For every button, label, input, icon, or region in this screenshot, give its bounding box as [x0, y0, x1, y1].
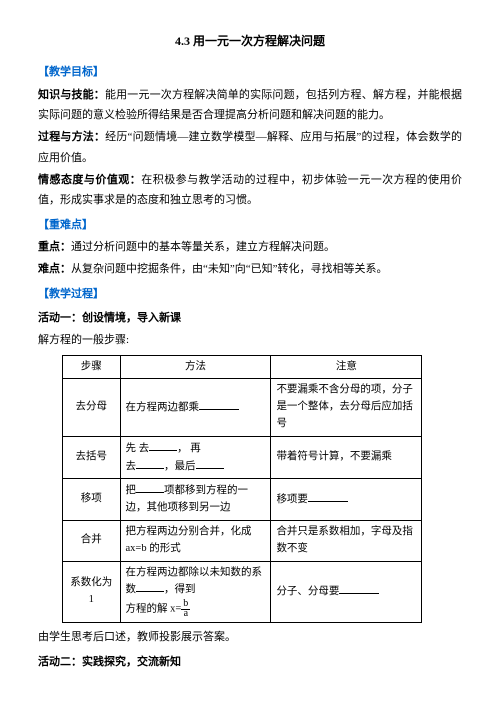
- blank: [196, 458, 224, 469]
- blank: [149, 440, 177, 451]
- header-step: 步骤: [63, 355, 121, 379]
- method-cell: 把项都移到方程的一边，其他项移到另一边: [120, 479, 271, 521]
- table-row: 系数化为 1 在方程两边都除以未知数的系数，得到 方程的解 x=ba 分子、分母…: [63, 561, 422, 623]
- key-label: 重点：: [38, 241, 71, 253]
- activity1-title: 活动一：创设情境，导入新课: [38, 308, 462, 328]
- diff-text: 从复杂问题中挖掘条件，由“未知”向“已知”转化，寻找相等关系。: [71, 263, 388, 275]
- key-para: 重点：通过分析问题中的基本等量关系，建立方程解决问题。: [38, 237, 462, 257]
- header-note: 注意: [271, 355, 422, 379]
- note-cell: 带着符号计算，不要漏乘: [271, 436, 422, 479]
- knowledge-label: 知识与技能：: [38, 89, 105, 101]
- table-header-row: 步骤 方法 注意: [63, 355, 422, 379]
- note-cell: 合并只是系数相加，字母及指数不变: [271, 521, 422, 562]
- blank: [308, 491, 348, 502]
- blank: [136, 581, 164, 592]
- attitude-para: 情感态度与价值观：在积极参与教学活动的过程中，初步体验一元一次方程的使用价值，形…: [38, 170, 462, 211]
- objective-label: 【教学目标】: [38, 62, 462, 82]
- method-cell: 在方程两边都乘: [120, 379, 271, 436]
- note-cell: 分子、分母要: [271, 561, 422, 623]
- method-cell: 在方程两边都除以未知数的系数，得到 方程的解 x=ba: [120, 561, 271, 623]
- method-cell: 先 去， 再 去，最后: [120, 436, 271, 479]
- process-section-label: 【教学过程】: [38, 284, 462, 304]
- page-title: 4.3 用一元一次方程解决问题: [38, 30, 462, 52]
- note-cell: 不要漏乘不含分母的项，分子是一个整体，去分母后应加括号: [271, 379, 422, 436]
- step-cell: 合并: [63, 521, 121, 562]
- step-cell: 系数化为 1: [63, 561, 121, 623]
- blank: [136, 482, 164, 493]
- header-method: 方法: [120, 355, 271, 379]
- table-row: 去括号 先 去， 再 去，最后 带着符号计算，不要漏乘: [63, 436, 422, 479]
- step-cell: 去括号: [63, 436, 121, 479]
- knowledge-para: 知识与技能：能用一元一次方程解决简单的实际问题，包括列方程、解方程，并能根据实际…: [38, 85, 462, 126]
- process-para: 过程与方法：经历“问题情境—建立数学模型—解释、应用与拓展”的过程，体会数学的应…: [38, 127, 462, 168]
- activity2-title: 活动二：实践探究，交流新知: [38, 652, 462, 672]
- table-row: 合并 把方程两边分别合并，化成 ax=b 的形式 合并只是系数相加，字母及指数不…: [63, 521, 422, 562]
- blank: [136, 458, 164, 469]
- note-cell: 移项要: [271, 479, 422, 521]
- method-cell: 把方程两边分别合并，化成 ax=b 的形式: [120, 521, 271, 562]
- step-cell: 去分母: [63, 379, 121, 436]
- fraction: ba: [181, 599, 190, 619]
- diff-para: 难点：从复杂问题中挖掘条件，由“未知”向“已知”转化，寻找相等关系。: [38, 259, 462, 279]
- step-cell: 移项: [63, 479, 121, 521]
- steps-table: 步骤 方法 注意 去分母 在方程两边都乘 不要漏乘不含分母的项，分子是一个整体，…: [62, 355, 422, 624]
- keypoints-label: 【重难点】: [38, 215, 462, 235]
- diff-label: 难点：: [38, 263, 71, 275]
- attitude-label: 情感态度与价值观：: [38, 174, 141, 186]
- blank: [199, 399, 239, 410]
- table-row: 移项 把项都移到方程的一边，其他项移到另一边 移项要: [63, 479, 422, 521]
- process-label: 过程与方法：: [38, 131, 105, 143]
- blank: [339, 583, 379, 594]
- table-row: 去分母 在方程两边都乘 不要漏乘不含分母的项，分子是一个整体，去分母后应加括号: [63, 379, 422, 436]
- key-text: 通过分析问题中的基本等量关系，建立方程解决问题。: [71, 241, 335, 253]
- footer-text: 由学生思考后口述，教师投影展示答案。: [38, 627, 462, 647]
- activity1-text: 解方程的一般步骤:: [38, 330, 462, 350]
